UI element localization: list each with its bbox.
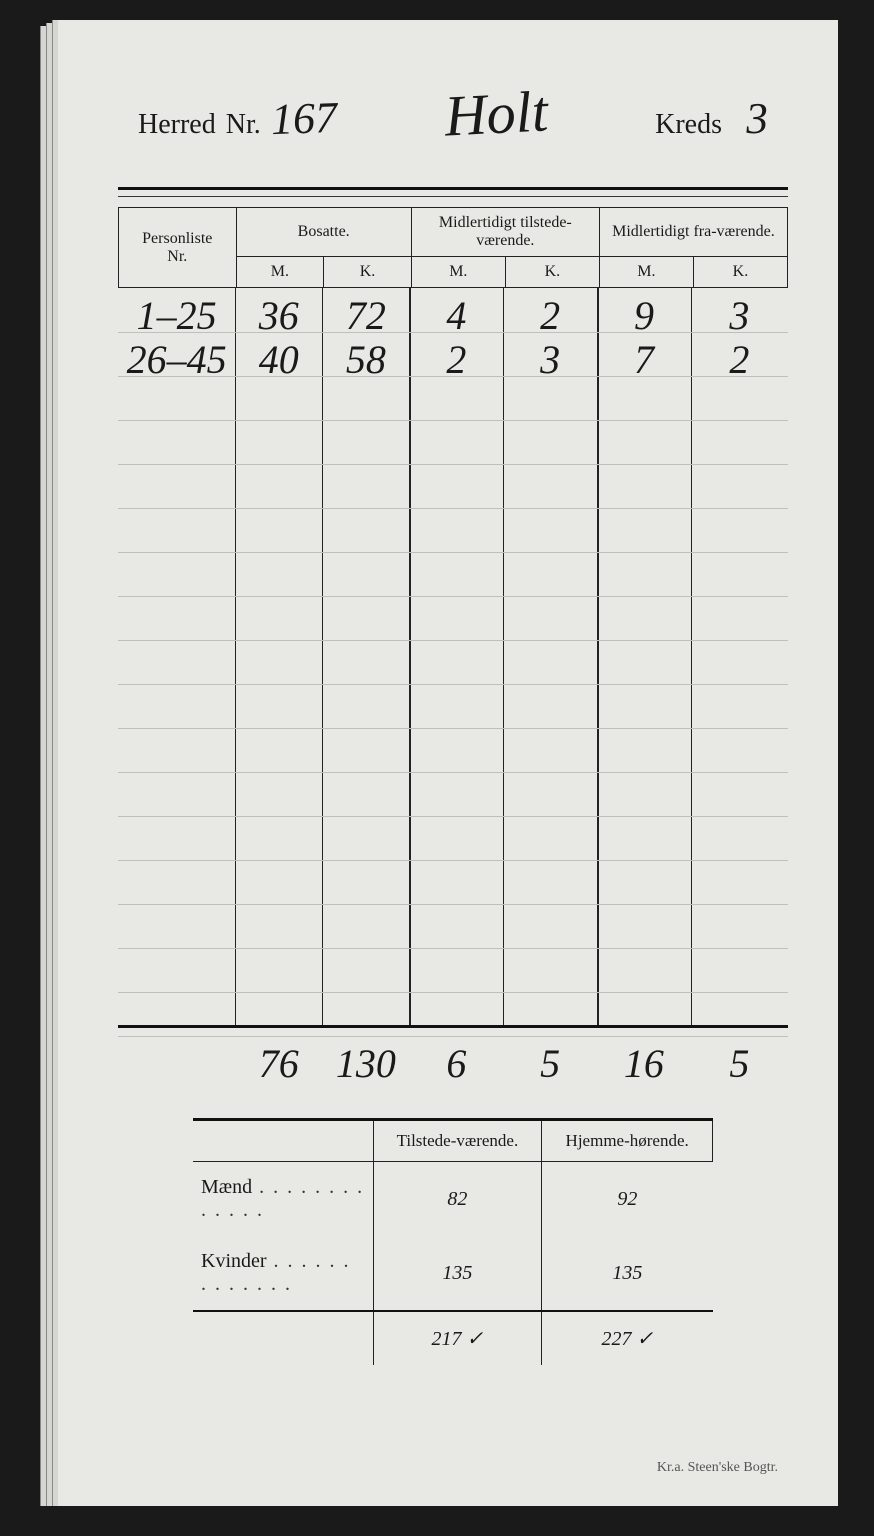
herred-name: Holt xyxy=(345,72,646,155)
printer-imprint: Kr.a. Steen'ske Bogtr. xyxy=(657,1460,778,1476)
table-cell: 2 xyxy=(691,336,788,383)
summary-total-hjemme: 227 ✓ xyxy=(542,1311,713,1365)
col-bosatte-k: K. xyxy=(324,257,412,288)
table-cell: 3 xyxy=(503,336,597,383)
table-row-rule xyxy=(118,772,788,773)
totals-cell: 16 xyxy=(597,1040,691,1068)
totals-cell: 5 xyxy=(503,1040,597,1068)
table-cell: 36 xyxy=(235,292,322,339)
table-cell: 9 xyxy=(597,292,691,339)
summary-table: Tilstede-værende. Hjemme-hørende. Mænd82… xyxy=(193,1118,713,1365)
summary-col-tilstede: Tilstede-værende. xyxy=(373,1120,542,1162)
summary-cell-tilstede: 82 xyxy=(373,1162,542,1237)
kreds-number: 3 xyxy=(745,93,769,145)
summary-cell-hjemme: 92 xyxy=(542,1162,713,1237)
table-cell: 4 xyxy=(409,292,503,339)
main-table-header: Personliste Nr. Bosatte. Midlertidigt ti… xyxy=(118,207,788,288)
table-cell: 26–45 xyxy=(118,336,235,383)
summary-row: Mænd8292 xyxy=(193,1162,713,1237)
summary-row-label: Kvinder xyxy=(193,1236,373,1311)
totals-cell: 76 xyxy=(235,1040,322,1068)
table-row-rule xyxy=(118,728,788,729)
table-cell: 58 xyxy=(322,336,409,383)
table-row-rule xyxy=(118,508,788,509)
totals-spacer xyxy=(118,1040,235,1068)
table-column-rule xyxy=(597,288,599,1025)
summary-row-label: Mænd xyxy=(193,1162,373,1237)
col-bosatte-m: M. xyxy=(236,257,324,288)
totals-cell: 130 xyxy=(322,1040,409,1068)
table-row-rule xyxy=(118,640,788,641)
kreds-label: Kreds xyxy=(655,109,722,141)
table-cell: 3 xyxy=(691,292,788,339)
table-row-rule xyxy=(118,992,788,993)
col-midl-fra: Midlertidigt fra-værende. xyxy=(599,208,787,257)
table-cell: 72 xyxy=(322,292,409,339)
table-row-rule xyxy=(118,860,788,861)
table-column-rule xyxy=(322,288,323,1025)
col-tilstede-k: K. xyxy=(505,257,599,288)
summary-cell-tilstede: 135 xyxy=(373,1236,542,1311)
table-column-rule xyxy=(409,288,411,1025)
summary-total-tilstede: 217 ✓ xyxy=(373,1311,542,1365)
col-midl-tilstede: Midlertidigt tilstede-værende. xyxy=(411,208,599,257)
totals-cell: 6 xyxy=(409,1040,503,1068)
table-row-rule xyxy=(118,420,788,421)
col-personliste: Personliste Nr. xyxy=(119,208,237,288)
table-cell: 1–25 xyxy=(118,292,235,339)
summary-col-hjemme: Hjemme-hørende. xyxy=(542,1120,713,1162)
table-column-rule xyxy=(503,288,504,1025)
main-table-body: 1–253672429326–4540582372 xyxy=(118,288,788,1028)
col-tilstede-m: M. xyxy=(411,257,505,288)
form-header: Herred Nr. 167 Holt Kreds 3 xyxy=(118,80,788,147)
col-bosatte: Bosatte. xyxy=(236,208,411,257)
table-row-rule xyxy=(118,684,788,685)
table-column-rule xyxy=(235,288,236,1025)
totals-cell: 5 xyxy=(691,1040,788,1068)
herred-label: Herred xyxy=(138,109,216,141)
table-cell: 2 xyxy=(409,336,503,383)
table-row-rule xyxy=(118,1036,788,1037)
table-row-rule xyxy=(118,552,788,553)
table-row-rule xyxy=(118,904,788,905)
table-column-rule xyxy=(691,288,692,1025)
nr-label: Nr. xyxy=(226,109,261,141)
totals-row: 7613065165 xyxy=(118,1028,788,1088)
table-cell: 7 xyxy=(597,336,691,383)
table-row-rule xyxy=(118,816,788,817)
table-cell: 2 xyxy=(503,292,597,339)
table-row-rule xyxy=(118,948,788,949)
col-fra-k: K. xyxy=(693,257,787,288)
table-row-rule xyxy=(118,464,788,465)
summary-row: Kvinder135135 xyxy=(193,1236,713,1311)
table-row-rule xyxy=(118,596,788,597)
herred-number: 167 xyxy=(270,92,338,145)
col-fra-m: M. xyxy=(599,257,693,288)
census-form-page: Herred Nr. 167 Holt Kreds 3 Personliste … xyxy=(58,20,838,1506)
summary-totals-row: 217 ✓ 227 ✓ xyxy=(193,1311,713,1365)
summary-cell-hjemme: 135 xyxy=(542,1236,713,1311)
table-cell: 40 xyxy=(235,336,322,383)
